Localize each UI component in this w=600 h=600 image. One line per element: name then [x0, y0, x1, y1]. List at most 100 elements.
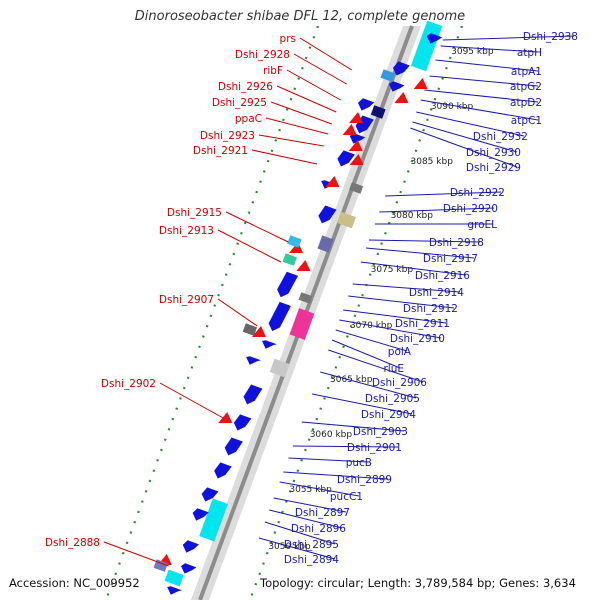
right-leader-line — [320, 371, 417, 399]
left-gene-label: Dshi_2913 — [159, 225, 214, 237]
left-leader-line — [270, 101, 332, 125]
right-gene-label: Dshi_2911 — [395, 318, 450, 330]
right-leader-line — [420, 99, 539, 121]
forward-gene-arrow — [349, 112, 364, 123]
left-gene-label: Dshi_2928 — [235, 49, 290, 61]
small-gene-block — [287, 235, 302, 248]
left-leader-line — [251, 149, 318, 165]
left-gene-label: Dshi_2923 — [200, 130, 255, 142]
left-gene-label: Dshi_2926 — [218, 81, 273, 93]
reverse-gene-arrow — [277, 271, 299, 298]
cyan-gene-block — [199, 498, 228, 542]
reverse-gene-arrow — [233, 414, 252, 431]
right-gene-label: Dshi_2918 — [429, 237, 484, 249]
left-gene-label: Dshi_2925 — [212, 97, 267, 109]
right-leader-line — [412, 121, 518, 153]
reverse-gene-arrow — [246, 356, 261, 365]
reverse-gene-arrow — [180, 563, 197, 574]
right-leader-line — [424, 89, 539, 103]
right-gene-label: atpH — [517, 47, 542, 59]
right-leader-line — [292, 445, 399, 448]
silver-gene-block — [269, 358, 290, 378]
slate-gene-block — [317, 235, 334, 253]
left-leader-line — [217, 298, 258, 327]
right-leader-line — [379, 207, 495, 213]
right-gene-label: Dshi_2904 — [361, 409, 416, 421]
right-gene-label: atpC1 — [511, 115, 542, 127]
reverse-gene-arrow — [182, 540, 199, 553]
right-gene-label: Dshi_2895 — [284, 539, 339, 551]
right-leader-line — [301, 421, 405, 432]
right-leader-line — [360, 261, 467, 276]
small-gene-block — [380, 69, 395, 82]
reverse-gene-arrow — [201, 487, 219, 502]
left-gene-label: prs — [280, 33, 296, 45]
forward-gene-arrow — [251, 326, 266, 337]
forward-gene-arrow — [349, 154, 364, 165]
left-gene-label: Dshi_2902 — [101, 378, 156, 390]
right-gene-label: groEL — [467, 219, 497, 231]
right-gene-label: Dshi_2929 — [466, 162, 521, 174]
right-leader-line — [279, 481, 360, 497]
reverse-gene-arrow — [192, 508, 209, 521]
right-leader-line — [442, 35, 575, 41]
ruler-tick-label: 3075 kbp — [371, 265, 414, 275]
right-gene-label: atpG2 — [510, 81, 542, 93]
right-gene-label: Dshi_2899 — [337, 474, 392, 486]
right-gene-label: Dshi_2910 — [390, 333, 445, 345]
reverse-gene-arrow — [388, 81, 405, 92]
left-leader-line — [265, 117, 329, 135]
left-leader-line — [225, 211, 289, 243]
right-gene-label: Dshi_2905 — [365, 393, 420, 405]
right-leader-line — [348, 295, 455, 309]
right-gene-label: pucC1 — [330, 491, 363, 503]
right-gene-label: rluE — [383, 363, 404, 375]
right-leader-line — [335, 329, 408, 352]
right-gene-label: Dshi_2916 — [415, 270, 470, 282]
ruler-tick-label: 3090 kbp — [431, 102, 474, 112]
right-leader-line — [352, 283, 461, 293]
reverse-gene-arrow — [349, 133, 366, 144]
right-gene-label: Dshi_2922 — [450, 187, 505, 199]
right-gene-label: polA — [388, 346, 412, 358]
right-gene-label: Dshi_2920 — [443, 203, 498, 215]
right-leader-line — [416, 111, 525, 137]
left-leader-line — [293, 53, 347, 85]
left-gene-label: Dshi_2915 — [167, 207, 222, 219]
olive-gene-block — [336, 211, 356, 229]
accession-label: Accession: NC_009952 — [9, 576, 140, 590]
reverse-gene-arrow — [167, 586, 182, 595]
dark-gene-block — [370, 105, 386, 119]
left-leader-line — [103, 541, 169, 567]
right-leader-line — [385, 191, 502, 197]
left-leader-line — [217, 229, 282, 263]
topology-label: Topology: circular; Length: 3,789,584 bp… — [260, 576, 576, 590]
gray-gene-block — [298, 292, 313, 304]
right-leader-line — [283, 471, 389, 480]
right-leader-line — [311, 393, 413, 415]
right-gene-label: Dshi_2897 — [295, 507, 350, 519]
right-gene-label: Dshi_2917 — [423, 253, 478, 265]
forward-gene-arrow — [325, 176, 340, 187]
right-gene-label: Dshi_2914 — [409, 287, 464, 299]
right-gene-label: Dshi_2896 — [291, 523, 346, 535]
reverse-gene-arrow — [268, 301, 291, 332]
right-gene-label: Dshi_2930 — [466, 147, 521, 159]
right-leader-line — [258, 537, 336, 560]
left-gene-label: Dshi_2907 — [159, 294, 214, 306]
right-leader-line — [435, 59, 539, 72]
right-gene-label: Dshi_2906 — [372, 377, 427, 389]
reverse-gene-arrow — [224, 437, 243, 456]
map-title: Dinoroseobacter shibae DFL 12, complete … — [134, 9, 466, 24]
forward-gene-arrow — [413, 78, 428, 89]
right-leader-line — [273, 497, 347, 513]
left-gene-label: ppaC — [235, 113, 262, 125]
left-leader-line — [159, 382, 224, 419]
forward-gene-arrow — [348, 140, 363, 151]
cyan-gene-block — [164, 569, 184, 587]
small-gene-block — [242, 323, 258, 336]
right-gene-label: Dshi_2894 — [284, 554, 339, 566]
forward-gene-arrow — [289, 242, 304, 253]
reverse-gene-arrow — [337, 150, 355, 167]
